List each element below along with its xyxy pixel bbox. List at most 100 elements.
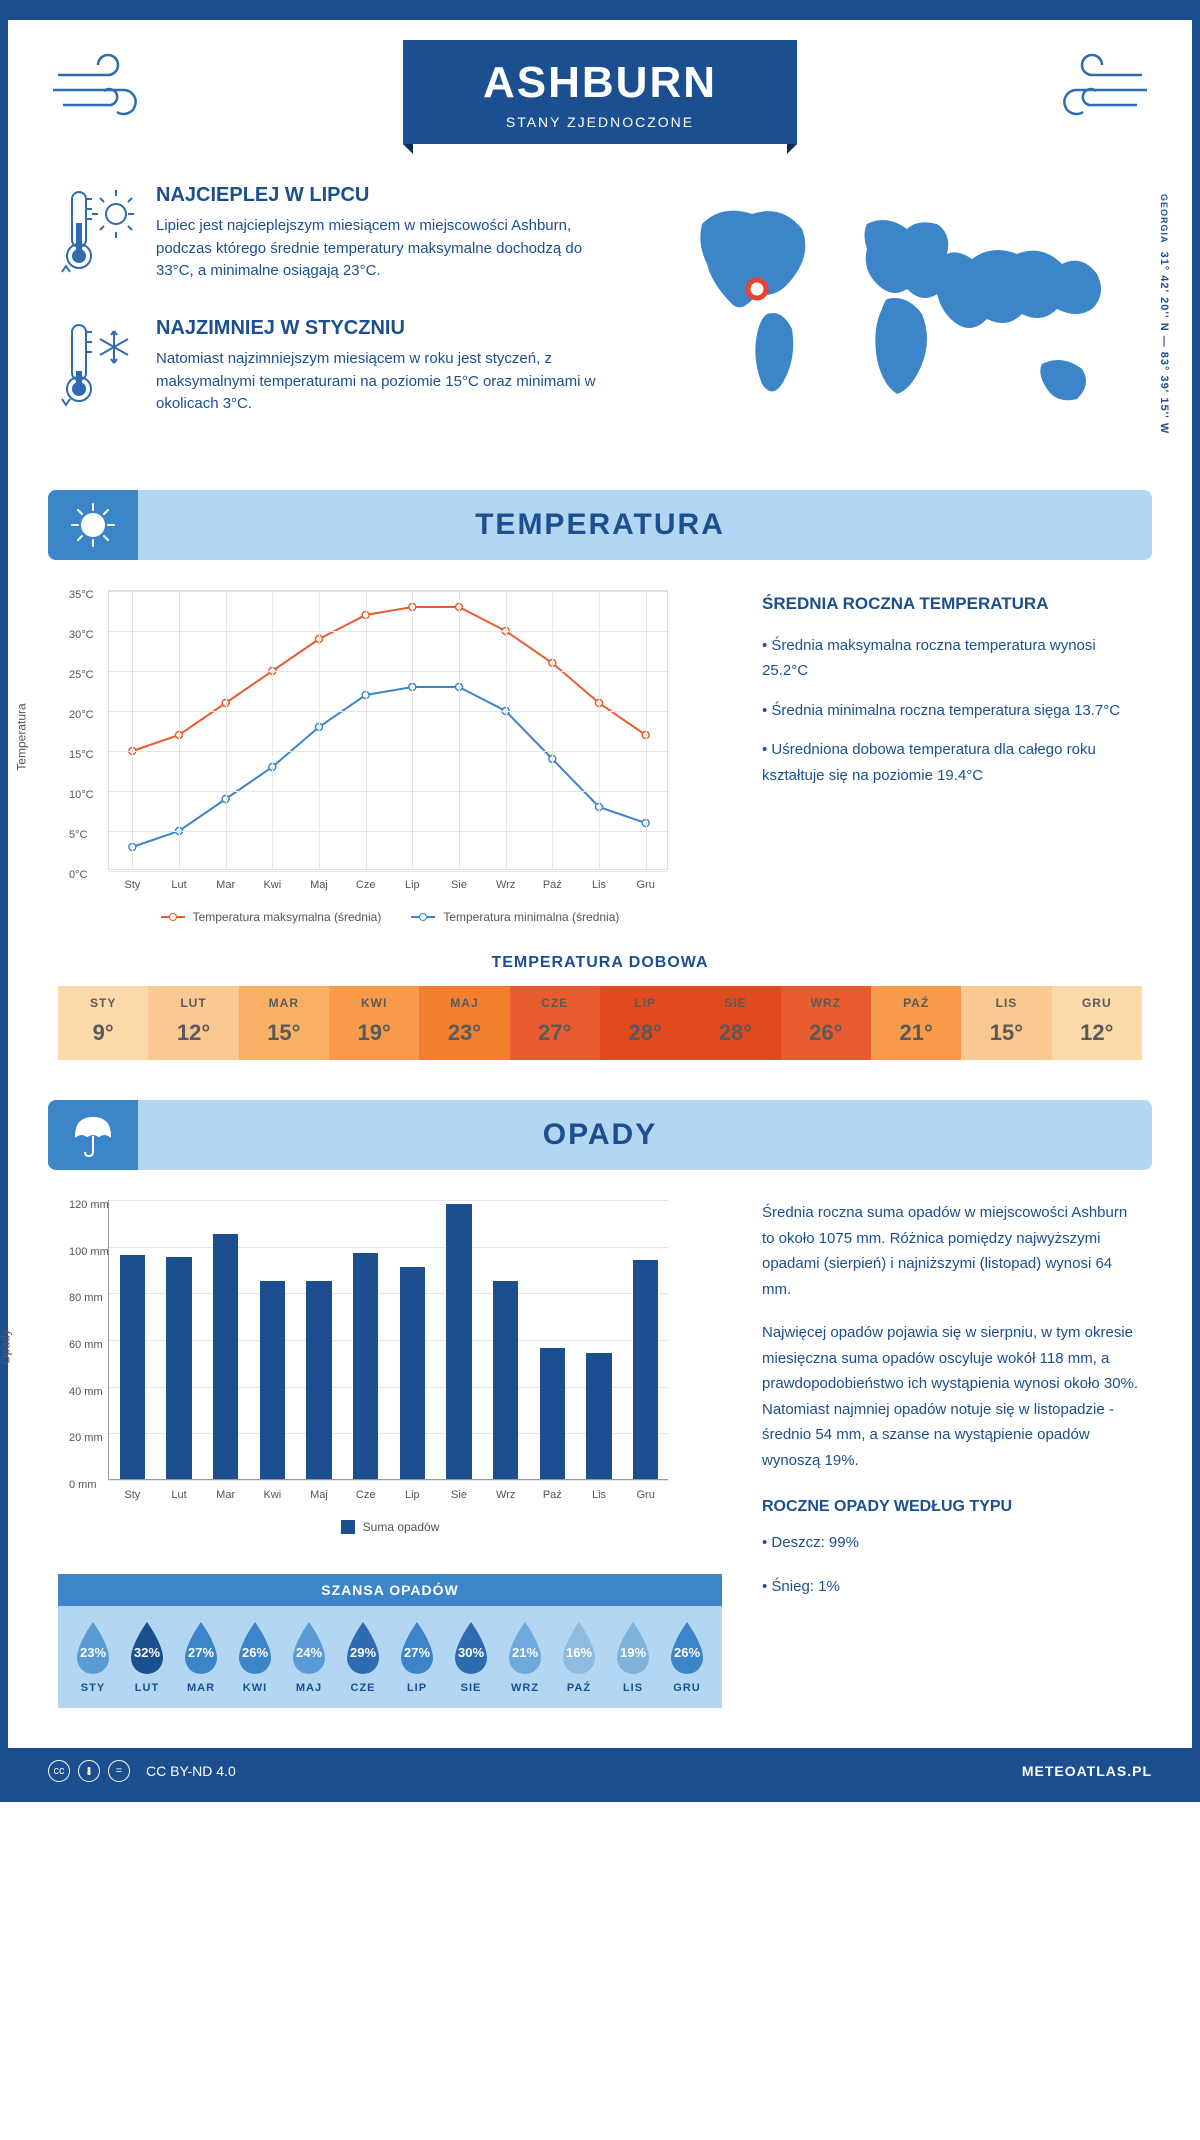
raindrop-icon: 23% (71, 1620, 115, 1676)
raindrop-icon: 16% (557, 1620, 601, 1676)
month-label: KWI (329, 996, 419, 1010)
temp-value: 28° (600, 1020, 690, 1046)
y-tick-label: 0 mm (69, 1479, 97, 1491)
temp-value: 26° (781, 1020, 871, 1046)
month-label: MAR (239, 996, 329, 1010)
bar (120, 1255, 146, 1479)
x-tick-label: Mar (216, 1489, 235, 1501)
coordinates-label: GEORGIA 31° 42' 20'' N — 83° 39' 15'' W (1158, 194, 1170, 434)
thermometer-snow-icon (58, 317, 138, 422)
bar (446, 1204, 472, 1479)
daily-temp-cell: WRZ26° (781, 986, 871, 1060)
temp-summary-p1: • Średnia maksymalna roczna temperatura … (762, 633, 1142, 684)
x-tick-label: Wrz (496, 879, 515, 891)
bar (353, 1253, 379, 1479)
month-label: LUT (120, 1682, 174, 1694)
umbrella-icon (48, 1100, 138, 1170)
temp-summary-p2: • Średnia minimalna roczna temperatura s… (762, 698, 1142, 724)
chart-legend: Temperatura maksymalna (średnia) Tempera… (58, 910, 722, 924)
y-tick-label: 5°C (69, 829, 87, 841)
precip-snow: • Śnieg: 1% (762, 1574, 1142, 1600)
month-label: LUT (148, 996, 238, 1010)
y-tick-label: 80 mm (69, 1292, 103, 1304)
precip-type-title: ROCZNE OPADY WEDŁUG TYPU (762, 1493, 1142, 1520)
temp-value: 15° (961, 1020, 1051, 1046)
chance-cell: 32% LUT (120, 1620, 174, 1694)
temp-value: 9° (58, 1020, 148, 1046)
header: ASHBURN STANY ZJEDNOCZONE (8, 20, 1192, 154)
x-tick-label: Sty (124, 879, 140, 891)
daily-temp-cell: LIS15° (961, 986, 1051, 1060)
footer: cc = CC BY-ND 4.0 METEOATLAS.PL (8, 1748, 1192, 1794)
x-tick-label: Maj (310, 879, 328, 891)
intro-text-column: NAJCIEPLEJ W LIPCU Lipiec jest najcieple… (58, 184, 622, 450)
x-tick-label: Kwi (263, 1489, 281, 1501)
x-tick-label: Lip (405, 1489, 420, 1501)
y-tick-label: 100 mm (69, 1246, 109, 1258)
daily-temperature-table: TEMPERATURA DOBOWA STY9°LUT12°MAR15°KWI1… (8, 934, 1192, 1080)
bar-legend: Suma opadów (58, 1520, 722, 1534)
temp-summary-p3: • Uśredniona dobowa temperatura dla całe… (762, 737, 1142, 788)
precipitation-bar-chart: Opady 0 mm20 mm40 mm60 mm80 mm100 mm120 … (58, 1200, 722, 1708)
chance-value: 24% (296, 1645, 322, 1660)
raindrop-icon: 24% (287, 1620, 331, 1676)
temp-value: 15° (239, 1020, 329, 1046)
month-label: SIE (690, 996, 780, 1010)
bar (493, 1281, 519, 1479)
month-label: LIP (600, 996, 690, 1010)
chance-cell: 26% KWI (228, 1620, 282, 1694)
footer-license: cc = CC BY-ND 4.0 (48, 1760, 236, 1782)
temp-value: 28° (690, 1020, 780, 1046)
y-tick-label: 10°C (69, 789, 94, 801)
precip-rain: • Deszcz: 99% (762, 1530, 1142, 1556)
chance-value: 32% (134, 1645, 160, 1660)
world-map-icon (662, 184, 1142, 424)
x-tick-label: Lis (592, 1489, 606, 1501)
chance-cell: 30% SIE (444, 1620, 498, 1694)
raindrop-icon: 26% (233, 1620, 277, 1676)
intro-section: NAJCIEPLEJ W LIPCU Lipiec jest najcieple… (8, 154, 1192, 470)
thermometer-sun-icon (58, 184, 138, 289)
x-tick-label: Lis (592, 879, 606, 891)
bar (586, 1353, 612, 1479)
bar (540, 1348, 566, 1479)
month-label: LIS (606, 1682, 660, 1694)
temperature-heading: TEMPERATURA (475, 508, 725, 542)
temperature-line-chart: Temperatura 0°C5°C10°C15°C20°C25°C30°C35… (58, 590, 722, 924)
raindrop-icon: 27% (395, 1620, 439, 1676)
chance-cell: 27% LIP (390, 1620, 444, 1694)
chance-cell: 23% STY (66, 1620, 120, 1694)
precip-p2: Najwięcej opadów pojawia się w sierpniu,… (762, 1320, 1142, 1473)
month-label: MAJ (282, 1682, 336, 1694)
warmest-block: NAJCIEPLEJ W LIPCU Lipiec jest najcieple… (58, 184, 622, 289)
x-tick-label: Cze (356, 879, 376, 891)
temp-value: 12° (1052, 1020, 1142, 1046)
temp-value: 21° (871, 1020, 961, 1046)
raindrop-icon: 32% (125, 1620, 169, 1676)
x-tick-label: Lip (405, 879, 420, 891)
warmest-title: NAJCIEPLEJ W LIPCU (156, 184, 622, 207)
daily-temp-cell: GRU12° (1052, 986, 1142, 1060)
x-tick-label: Gru (636, 1489, 654, 1501)
precip-p1: Średnia roczna suma opadów w miejscowośc… (762, 1200, 1142, 1302)
warmest-text: Lipiec jest najcieplejszym miesiącem w m… (156, 215, 622, 283)
y-tick-label: 30°C (69, 629, 94, 641)
chance-title: SZANSA OPADÓW (58, 1574, 722, 1606)
chance-value: 23% (80, 1645, 106, 1660)
y-tick-label: 25°C (69, 669, 94, 681)
x-tick-label: Lut (171, 879, 186, 891)
chance-value: 27% (404, 1645, 430, 1660)
precipitation-summary: Średnia roczna suma opadów w miejscowośc… (762, 1200, 1142, 1708)
chance-cell: 24% MAJ (282, 1620, 336, 1694)
raindrop-icon: 19% (611, 1620, 655, 1676)
y-tick-label: 120 mm (69, 1199, 109, 1211)
month-label: STY (58, 996, 148, 1010)
nd-icon: = (108, 1760, 130, 1782)
precipitation-heading: OPADY (543, 1118, 657, 1152)
month-label: CZE (510, 996, 600, 1010)
month-label: PAŹ (871, 996, 961, 1010)
bar (633, 1260, 659, 1479)
chance-value: 30% (458, 1645, 484, 1660)
chance-cell: 16% PAŹ (552, 1620, 606, 1694)
raindrop-icon: 30% (449, 1620, 493, 1676)
